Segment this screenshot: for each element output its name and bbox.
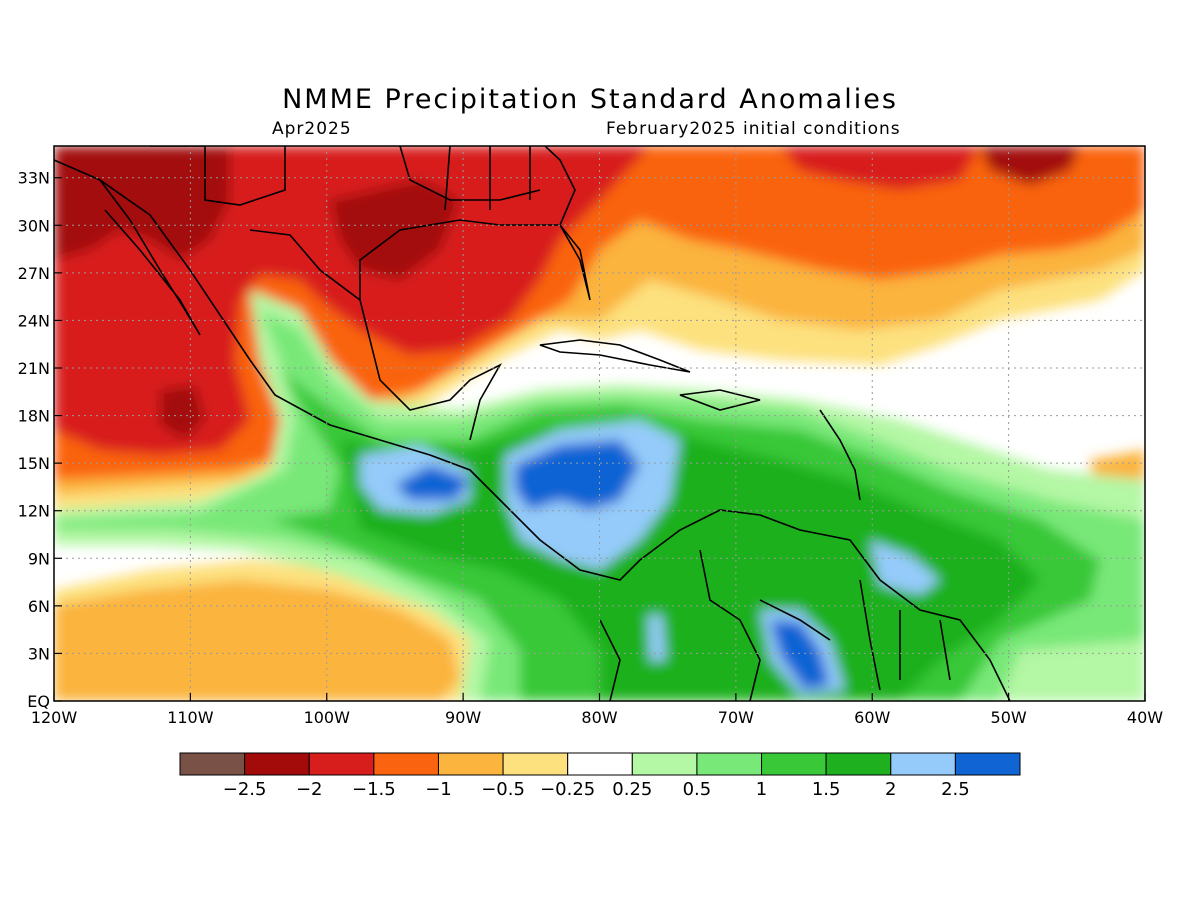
lat-tick-label: 12N (18, 502, 50, 521)
colorbar-label: 2.5 (941, 779, 970, 800)
latitude-axis: 33N 30N 27N 24N 21N 18N 15N 12N 9N 6N 3N EQ (18, 169, 62, 711)
colorbar-swatch (761, 752, 827, 776)
lon-tick-label: 110W (167, 708, 214, 727)
lon-tick-label: 70W (718, 708, 754, 727)
colorbar: −2.5 −2 −1.5 −1 −0.5 −0.25 0.25 0.5 1 1.5 2 2.5 (179, 752, 1021, 800)
colorbar-label: 2 (885, 779, 896, 800)
pacific-coast-mexico (54, 159, 641, 581)
longitude-axis: 120W 110W 100W 90W 80W 70W 60W 50W 40W (31, 693, 1163, 727)
colorbar-label: −2 (296, 779, 323, 800)
colorbar-label: 1 (756, 779, 767, 800)
lon-tick-label: 120W (31, 708, 78, 727)
colorbar-swatch (567, 752, 633, 776)
dry-core-gulf (330, 180, 460, 280)
colorbar-label: 0.25 (612, 779, 652, 800)
extreme-wet-honduras (395, 465, 470, 500)
south-america-north (639, 509, 1011, 701)
lat-tick-label: 24N (18, 311, 50, 330)
colorbar-swatch (954, 752, 1021, 776)
colorbar-swatch (696, 752, 763, 776)
lat-tick-label: 21N (18, 359, 50, 378)
colorbar-label: −2.5 (223, 779, 267, 800)
lon-tick-label: 60W (854, 708, 890, 727)
lon-tick-label: 100W (304, 708, 351, 727)
colorbar-swatch (502, 752, 569, 776)
baja-california (99, 179, 201, 336)
colorbar-label: 0.5 (683, 779, 712, 800)
dry-region-south-mod (54, 580, 460, 701)
us-borders (150, 146, 541, 211)
colorbar-label: −0.25 (540, 779, 595, 800)
colorbar-label: −0.5 (481, 779, 525, 800)
lat-tick-label: 15N (18, 454, 50, 473)
lat-tick-label: 30N (18, 216, 50, 235)
colorbar-swatch (631, 752, 698, 776)
graticule (54, 146, 1145, 701)
colorbar-swatch (244, 752, 310, 776)
coastlines (54, 146, 1011, 701)
colorbar-swatch (373, 752, 439, 776)
hispaniola (679, 389, 761, 411)
colorbar-label: −1 (425, 779, 452, 800)
extreme-wet-venezuela (770, 620, 830, 690)
florida (544, 146, 576, 226)
lon-tick-label: 50W (991, 708, 1027, 727)
lat-tick-label: 9N (28, 549, 50, 568)
colorbar-label: −1.5 (352, 779, 396, 800)
dry-core-baja (160, 385, 205, 440)
colorbar-swatch (825, 752, 892, 776)
colorbar-label: 1.5 (812, 779, 841, 800)
colorbar-swatch (179, 752, 246, 776)
yucatan (359, 299, 503, 441)
lon-tick-label: 90W (445, 708, 481, 727)
lat-tick-label: 33N (18, 169, 50, 188)
extreme-wet-caribbean (515, 440, 640, 510)
gulf-coast (249, 219, 591, 302)
lat-tick-label: 27N (18, 264, 50, 283)
chart-title: NMME Precipitation Standard Anomalies (282, 84, 898, 115)
colorbar-swatch (890, 752, 956, 776)
country-borders (599, 549, 951, 701)
valid-month-label: Apr2025 (272, 119, 352, 139)
cuba (539, 339, 691, 373)
lat-tick-label: 6N (28, 597, 50, 616)
very-wet-colombia (648, 615, 666, 662)
lon-tick-label: 80W (581, 708, 617, 727)
colorbar-swatch (437, 752, 504, 776)
dry-core-atlantic (980, 146, 1080, 185)
lesser-antilles (819, 409, 861, 501)
lat-tick-label: 18N (18, 407, 50, 426)
lon-tick-label: 40W (1127, 708, 1163, 727)
dry-core-mexico (54, 146, 230, 260)
initial-conditions-label: February2025 initial conditions (606, 119, 901, 139)
lat-tick-label: 3N (28, 644, 50, 663)
very-wet-guyana (870, 540, 940, 595)
dry-core-gom-east (780, 146, 980, 190)
colorbar-swatch (308, 752, 375, 776)
lat-tick-label: EQ (27, 692, 50, 711)
